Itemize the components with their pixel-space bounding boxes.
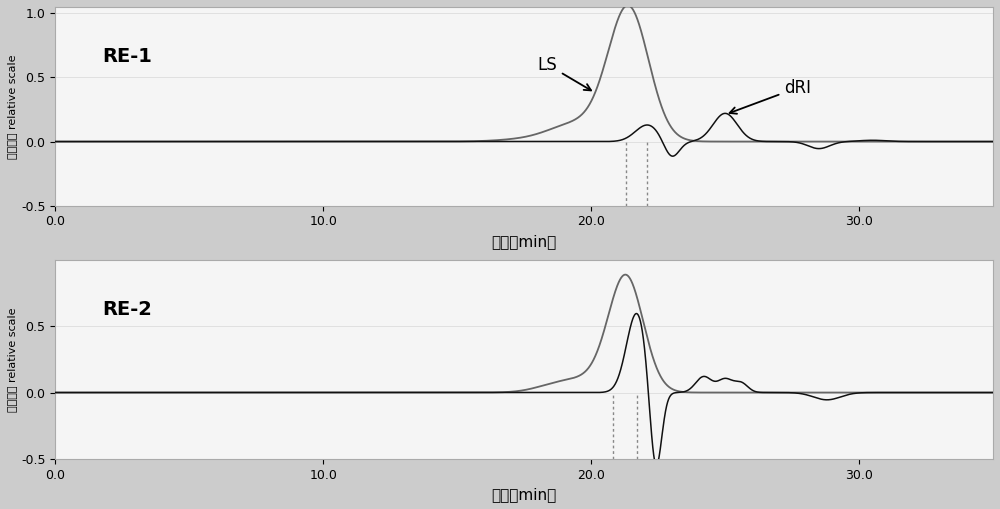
Y-axis label: 相对标尺 relative scale: 相对标尺 relative scale bbox=[7, 54, 17, 159]
Text: dRI: dRI bbox=[730, 79, 811, 114]
Text: RE-2: RE-2 bbox=[102, 300, 152, 319]
Y-axis label: 相对标尺 relative scale: 相对标尺 relative scale bbox=[7, 307, 17, 412]
Text: RE-1: RE-1 bbox=[102, 47, 152, 66]
X-axis label: 时间（min）: 时间（min） bbox=[492, 234, 557, 249]
X-axis label: 时间（min）: 时间（min） bbox=[492, 487, 557, 502]
Text: LS: LS bbox=[538, 55, 591, 91]
